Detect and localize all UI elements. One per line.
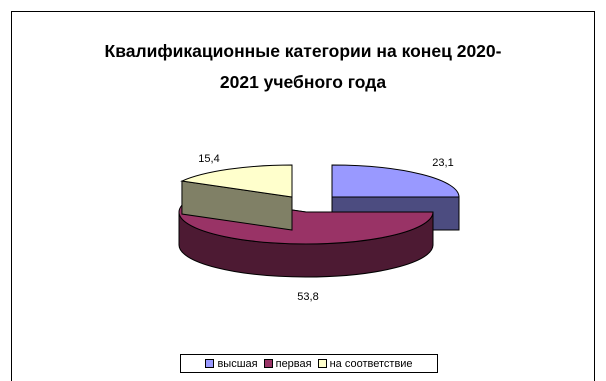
- pie-slices: [178, 164, 460, 278]
- legend-item: первая: [263, 357, 312, 370]
- legend-item: высшая: [205, 357, 258, 370]
- slice-top: [180, 164, 293, 198]
- chart-title-line: 2021 учебного года: [219, 72, 387, 92]
- chart-title-line: Квалификационные категории на конец 2020…: [104, 41, 502, 61]
- data-label-vysshaya: 23,1: [432, 157, 453, 169]
- slice-top: [331, 164, 460, 198]
- legend-label: на соответствие: [329, 357, 413, 370]
- pie-slice-na-sootvetstvie: [180, 164, 293, 231]
- legend-label: высшая: [217, 357, 258, 370]
- legend-label: первая: [275, 357, 312, 370]
- legend: высшая первая на соответствие: [180, 354, 438, 373]
- chart-area: [11, 11, 595, 381]
- legend-item: на соответствие: [317, 357, 413, 370]
- legend-swatch-vysshaya: [205, 359, 215, 368]
- data-label-pervaya: 53,8: [297, 291, 318, 303]
- chart-title: Квалификационные категории на конец 2020…: [0, 36, 606, 98]
- data-label-na-sootvetstvie: 15,4: [198, 153, 219, 165]
- legend-swatch-pervaya: [263, 359, 273, 368]
- legend-swatch-na-sootvetstvie: [317, 359, 327, 368]
